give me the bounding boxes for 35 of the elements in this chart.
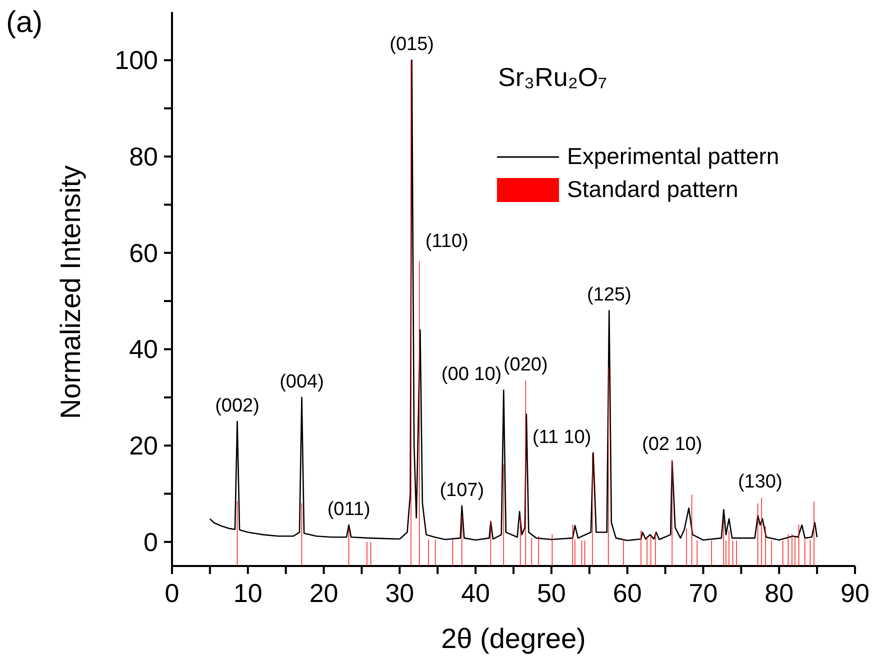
annotation: (125): [586, 284, 632, 306]
y-tick-label: 100: [114, 45, 158, 76]
y-tick-label: 0: [144, 526, 158, 557]
annotation: (110): [425, 231, 468, 252]
x-tick-label: 40: [461, 578, 490, 608]
x-tick-label: 30: [385, 578, 414, 608]
y-tick-label: 80: [129, 142, 158, 172]
legend-label: Standard pattern: [567, 176, 738, 203]
y-axis-title: Normalized Intensity: [54, 165, 86, 419]
annotation: (015): [390, 34, 434, 56]
x-tick-label: 70: [688, 578, 718, 608]
y-tick-label: 40: [129, 334, 158, 364]
annotation: (00 10): [441, 364, 502, 386]
legend-label: Experimental pattern: [567, 143, 780, 170]
y-tick-label: 20: [129, 430, 158, 461]
text: (a): [6, 6, 43, 40]
line-series: [209, 60, 818, 542]
x-tick-label: 20: [309, 578, 338, 608]
x-tick-label: 90: [840, 578, 870, 608]
x-tick-label: 0: [164, 578, 180, 608]
annotation: (11 10): [532, 426, 592, 448]
annotation: (002): [215, 395, 260, 416]
annotation: (107): [440, 480, 484, 501]
x-tick-label: 10: [233, 578, 262, 608]
annotation: (004): [280, 371, 324, 392]
annotation: (130): [738, 472, 782, 493]
x-tick-label: 60: [612, 578, 642, 608]
x-tick-label: 80: [764, 578, 794, 608]
annotation: (011): [327, 499, 370, 520]
x-axis-title: 2θ (degree): [441, 623, 586, 654]
y-tick-label: 60: [129, 238, 158, 268]
text: Sr₃Ru₂O₇: [498, 62, 608, 93]
annotation: (020): [503, 354, 548, 376]
x-tick-label: 50: [536, 578, 566, 608]
annotation: (02 10): [642, 434, 702, 456]
